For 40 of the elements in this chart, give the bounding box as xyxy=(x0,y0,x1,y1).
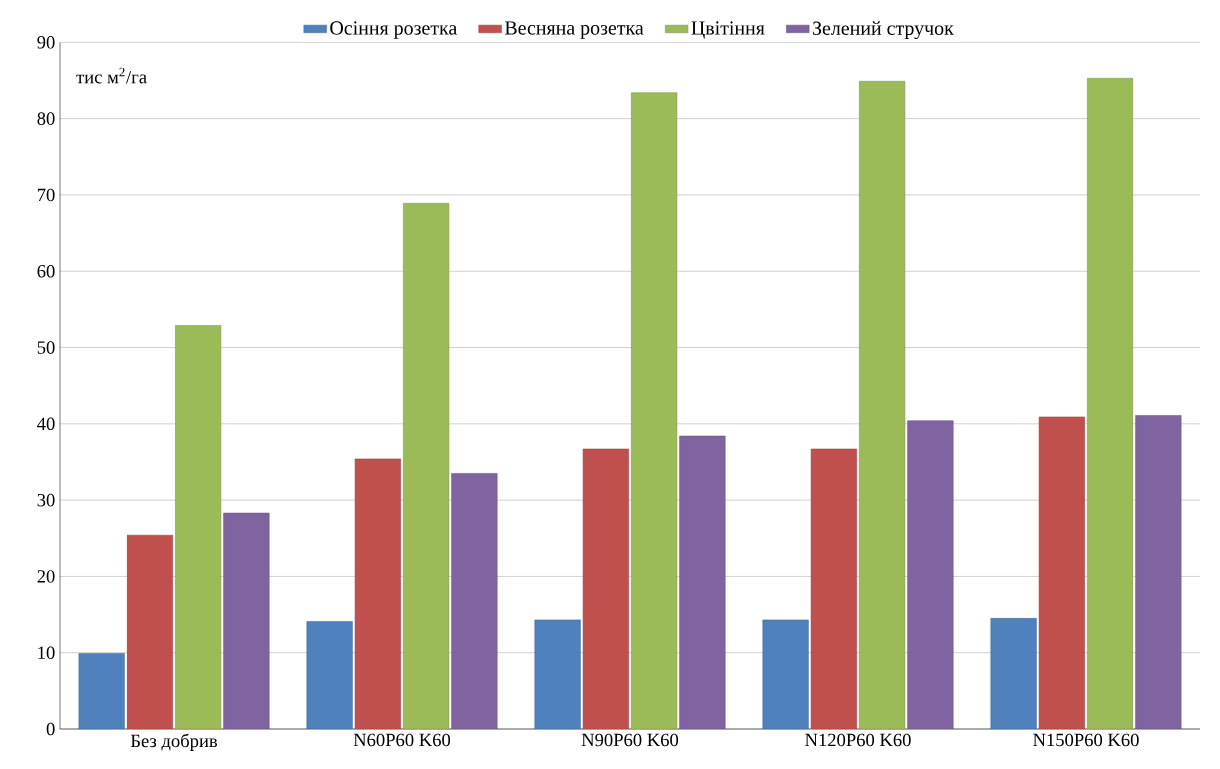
legend-label: Цвітіння xyxy=(691,21,765,39)
y-tick-label: 20 xyxy=(37,570,55,583)
bar xyxy=(907,420,954,729)
legend-label: Зелений стручок xyxy=(812,21,954,40)
bar xyxy=(223,512,270,729)
x-tick-label: N60P60 K60 xyxy=(353,733,451,747)
y-tick-label: 90 xyxy=(37,36,55,49)
y-tick-label: 10 xyxy=(38,646,55,659)
x-tick-label: N90P60 K60 xyxy=(581,733,679,747)
bar xyxy=(126,534,173,729)
bar xyxy=(631,92,678,729)
y-tick-label: 50 xyxy=(37,341,55,354)
bar xyxy=(403,203,450,729)
x-tick-label: N150P60 K60 xyxy=(1033,733,1139,747)
bar xyxy=(1038,416,1085,729)
y-axis-title: тис м$^{2}$/га xyxy=(76,67,147,84)
bar xyxy=(1087,77,1134,729)
x-tick-label: N120P60 K60 xyxy=(805,733,911,747)
bar xyxy=(354,458,401,729)
bar xyxy=(679,435,726,729)
bar xyxy=(78,653,125,729)
x-tick-label: Без добрив xyxy=(130,733,218,751)
bar xyxy=(582,448,629,729)
bar xyxy=(175,325,222,729)
bar xyxy=(451,473,498,729)
bar xyxy=(810,448,857,729)
y-tick-label: 0 xyxy=(46,722,55,736)
y-tick-label: 60 xyxy=(37,264,55,278)
y-tick-label: 70 xyxy=(37,188,55,202)
bar xyxy=(762,619,809,729)
bar xyxy=(306,621,353,729)
legend-label: Весняна розетка xyxy=(504,21,644,39)
y-tick-label: 30 xyxy=(37,493,55,507)
bar xyxy=(534,619,581,729)
legend-label: Осіння розетка xyxy=(330,21,457,39)
bar xyxy=(859,80,906,729)
y-tick-label: 40 xyxy=(37,417,55,431)
bar xyxy=(1135,415,1182,729)
bar xyxy=(990,618,1037,729)
y-tick-label: 80 xyxy=(37,112,55,125)
